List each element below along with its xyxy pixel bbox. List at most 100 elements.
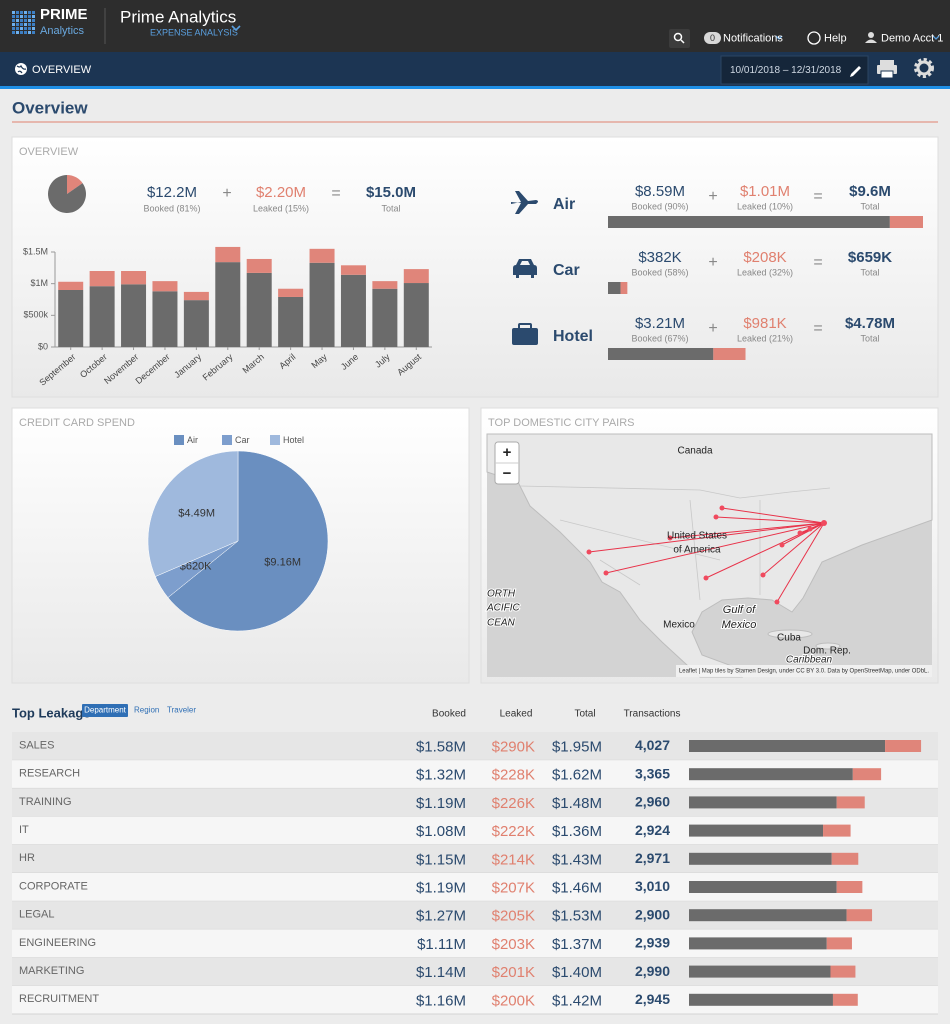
help-icon[interactable]	[807, 31, 821, 45]
logo-dot	[20, 27, 23, 30]
city-dot[interactable]	[779, 542, 785, 548]
booked-bar	[689, 909, 847, 922]
leaked-value: $203K	[492, 936, 535, 953]
bar-segment	[246, 258, 272, 273]
date-range[interactable]: 10/01/2018 – 12/31/2018	[730, 65, 842, 76]
booked-value: $1.11M	[417, 936, 466, 953]
booked-bar	[689, 881, 837, 893]
bar-segment	[246, 272, 272, 347]
notifications-link[interactable]: Notifications	[723, 32, 783, 44]
notification-count[interactable]: 0	[710, 33, 715, 43]
booked-value: $1.14M	[416, 964, 466, 981]
settings-icon[interactable]	[914, 58, 934, 78]
notification-badge[interactable]	[704, 32, 721, 44]
pie-slice	[67, 175, 83, 194]
map-label: Cuba	[777, 633, 801, 644]
city-dot[interactable]	[667, 535, 673, 541]
city-dot[interactable]	[760, 572, 766, 578]
transactions-value: 2,900	[635, 906, 670, 922]
total-value: $1.53M	[552, 908, 602, 925]
legend-label: Car	[235, 435, 250, 445]
map-label: United States	[667, 531, 727, 542]
tab[interactable]: Traveler	[167, 706, 196, 715]
print-icon[interactable]	[880, 60, 894, 65]
user-icon	[868, 32, 874, 38]
total-value: $1.62M	[552, 767, 602, 784]
settings-icon[interactable]	[916, 60, 932, 76]
zoom-in[interactable]: +	[503, 444, 512, 461]
account-menu[interactable]: Demo Acct 1	[881, 32, 943, 44]
bar-segment	[340, 274, 366, 347]
transactions-value: 3,010	[635, 878, 670, 894]
search-button[interactable]	[669, 29, 690, 48]
booked-bar	[689, 993, 833, 1006]
row-name: RESEARCH	[19, 768, 80, 780]
tab-active[interactable]	[82, 704, 128, 717]
help-link[interactable]: Help	[824, 32, 847, 44]
map-land	[486, 433, 933, 678]
route-line	[715, 516, 825, 524]
user-icon	[865, 39, 877, 43]
booked-value: $1.19M	[416, 795, 466, 812]
nav-tab[interactable]: OVERVIEW	[32, 64, 92, 76]
y-tick-label: $1.5M	[23, 246, 48, 256]
chevron[interactable]	[775, 35, 783, 40]
total-note: Total	[860, 201, 879, 211]
leaked-value: $2.20M	[256, 184, 306, 201]
panel-title: OVERVIEW	[19, 146, 79, 158]
air-icon	[511, 191, 538, 214]
city-dot[interactable]	[807, 526, 813, 532]
legend-label: Hotel	[283, 435, 304, 445]
logo-dot	[12, 27, 15, 30]
row-name: CORPORATE	[19, 880, 88, 892]
map-label: ACIFIC	[486, 603, 521, 614]
legend-swatch	[270, 435, 280, 445]
city-dot[interactable]	[774, 599, 780, 605]
logo-dot	[32, 31, 35, 34]
print-icon[interactable]	[880, 70, 894, 79]
overview-panel	[11, 136, 939, 398]
city-dot[interactable]	[586, 549, 592, 555]
logo-icon	[12, 11, 35, 34]
city-dot[interactable]	[703, 575, 709, 581]
logo-dot	[28, 27, 31, 30]
booked-value: $1.16M	[416, 992, 466, 1009]
total-value: $1.37M	[552, 936, 602, 953]
logo-dot	[32, 19, 35, 22]
operator: =	[331, 185, 340, 202]
map-label: Dom. Rep.	[803, 646, 851, 657]
panel-title: TOP DOMESTIC CITY PAIRS	[488, 417, 635, 429]
edit-icon[interactable]	[850, 66, 861, 77]
city-dot[interactable]	[713, 514, 719, 520]
globe-icon	[16, 64, 27, 74]
bar-segment	[278, 296, 304, 347]
map-label: Mexico	[663, 620, 695, 631]
logo-dot	[12, 19, 15, 22]
route-line	[762, 522, 825, 576]
bar-segment	[309, 248, 335, 263]
tab[interactable]: Region	[134, 706, 159, 715]
zoom-out[interactable]: −	[503, 465, 512, 482]
city-dot[interactable]	[719, 505, 725, 511]
date-picker[interactable]	[720, 55, 869, 85]
panel-title: CREDIT CARD SPEND	[19, 417, 135, 429]
app-chevron[interactable]	[231, 25, 241, 32]
bar-segment	[183, 300, 209, 347]
pie-label: $4.49M	[178, 508, 215, 520]
row-name: MARKETING	[19, 965, 84, 977]
city-dot[interactable]	[603, 570, 609, 576]
logo-dot	[20, 31, 23, 34]
logo-dot	[16, 15, 19, 18]
bar-segment	[309, 262, 335, 347]
route-line	[781, 522, 825, 546]
city-dot[interactable]	[797, 530, 803, 536]
tab[interactable]: Department	[84, 706, 127, 715]
logo-dot	[32, 11, 35, 14]
chevron[interactable]	[932, 35, 940, 40]
logo-dot	[16, 19, 19, 22]
city-dot[interactable]	[821, 520, 827, 526]
booked-value: $382K	[638, 249, 681, 266]
operator: =	[813, 254, 822, 271]
logo-dot	[16, 11, 19, 14]
pie-label: $9.16M	[264, 556, 301, 568]
